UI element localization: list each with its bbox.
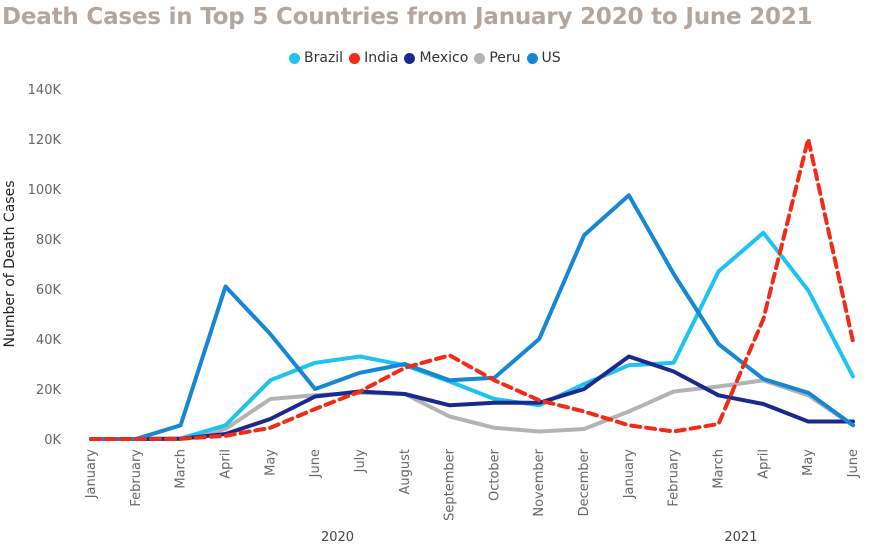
legend-item-peru[interactable]: Peru <box>474 50 521 66</box>
y-tick-label: 20K <box>36 383 62 398</box>
x-tick-label: April <box>218 449 233 479</box>
series-line-peru <box>89 378 855 441</box>
legend-label: Brazil <box>304 50 344 66</box>
x-tick-label: April <box>756 449 771 479</box>
y-tick-label: 120K <box>28 133 62 148</box>
y-tick-label: 60K <box>36 283 62 298</box>
x-tick-label: June <box>846 449 861 478</box>
legend-item-us[interactable]: US <box>526 50 561 66</box>
chart-title: Death Cases in Top 5 Countries from Janu… <box>2 4 813 30</box>
y-tick-label: 40K <box>36 333 62 348</box>
x-tick-label: February <box>667 449 682 507</box>
x-tick-label: February <box>129 449 144 507</box>
legend-label: US <box>541 50 561 66</box>
legend-label: Peru <box>489 50 521 66</box>
year-group-label: 2021 <box>724 530 757 545</box>
x-tick-label: August <box>398 449 413 495</box>
x-tick-label: July <box>353 449 368 474</box>
x-tick-label: March <box>174 449 189 489</box>
series-line-india <box>89 137 855 441</box>
legend-label: Mexico <box>419 50 469 66</box>
x-tick-label: December <box>577 448 592 516</box>
legend-marker <box>289 52 300 64</box>
year-group-label: 2020 <box>321 530 354 545</box>
legend-marker <box>404 52 416 64</box>
x-tick-label: October <box>487 448 502 501</box>
legend-marker <box>526 52 538 64</box>
legend-item-brazil[interactable]: Brazil <box>289 50 343 66</box>
legend-marker <box>474 52 486 64</box>
y-axis-title: Number of Death Cases <box>2 181 18 348</box>
legend-marker <box>349 52 361 64</box>
y-tick-label: 0K <box>44 433 61 448</box>
x-tick-label: January <box>622 449 637 500</box>
x-tick-label: September <box>443 448 458 521</box>
series-line-brazil <box>89 230 855 441</box>
x-tick-label: January <box>84 449 99 500</box>
legend-item-india[interactable]: India <box>349 50 398 66</box>
legend-label: India <box>364 50 399 66</box>
chart-legend: Brazil India Mexico Peru US <box>289 50 567 66</box>
x-tick-label: May <box>263 449 278 476</box>
legend-item-mexico[interactable]: Mexico <box>404 50 468 66</box>
x-tick-label: November <box>532 448 547 516</box>
x-tick-label: May <box>801 449 816 476</box>
series-line-us <box>89 193 855 441</box>
y-tick-label: 100K <box>28 183 62 198</box>
x-tick-label: March <box>712 449 727 489</box>
x-tick-label: June <box>308 449 323 478</box>
y-tick-label: 80K <box>36 233 62 248</box>
y-tick-label: 140K <box>28 83 62 98</box>
